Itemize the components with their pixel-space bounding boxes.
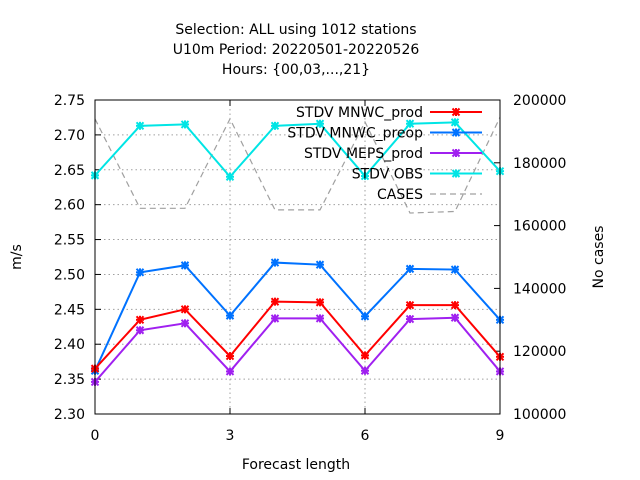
data-point-stdv-mnwc-prod <box>360 351 370 360</box>
legend-label-stdv-mnwc-preop: STDV MNWC_preop <box>287 126 423 142</box>
legend-marker-stdv-meps-prod <box>451 148 461 158</box>
y-tick-label: 2.60 <box>54 198 85 214</box>
y-tick-label: 2.65 <box>54 163 85 179</box>
x-tick-label: 3 <box>226 428 235 444</box>
legend-label-stdv-meps-prod: STDV MEPS_prod <box>304 146 423 162</box>
data-point-stdv-meps-prod <box>135 326 145 335</box>
data-point-stdv-obs <box>450 118 460 127</box>
legend-label-stdv-mnwc-prod: STDV MNWC_prod <box>296 105 423 121</box>
y-tick-label: 2.45 <box>54 302 85 318</box>
data-point-stdv-mnwc-prod <box>135 315 145 325</box>
y2-tick-label: 100000 <box>513 407 566 423</box>
data-point-stdv-obs <box>135 121 145 131</box>
data-point-stdv-mnwc-preop <box>180 261 190 270</box>
data-point-stdv-mnwc-prod <box>270 297 280 306</box>
chart-title: Selection: ALL using 1012 stations U10m … <box>173 22 420 78</box>
data-point-stdv-meps-prod <box>360 366 370 375</box>
data-point-stdv-mnwc-preop <box>405 264 415 274</box>
data-point-stdv-mnwc-preop <box>315 260 325 269</box>
y-axis-right: 100000 120000 140000 160000 180000 200000 <box>494 93 566 423</box>
data-point-stdv-mnwc-prod <box>225 351 235 361</box>
legend-marker-stdv-mnwc-prod <box>451 107 461 117</box>
data-point-stdv-mnwc-preop <box>450 265 460 274</box>
data-point-stdv-meps-prod <box>270 314 280 323</box>
plot-frame <box>94 99 501 415</box>
x-tick-label: 0 <box>91 428 100 444</box>
data-point-stdv-obs <box>405 119 415 128</box>
x-tick-label: 6 <box>361 428 370 444</box>
series-line-cases <box>94 117 501 214</box>
chart-title-line-3: Hours: {00,03,...,21} <box>222 62 370 78</box>
chart-title-line-2: U10m Period: 20220501-20220526 <box>173 42 420 58</box>
data-point-stdv-meps-prod <box>225 367 235 376</box>
data-point-stdv-mnwc-preop <box>225 311 235 320</box>
data-point-stdv-mnwc-prod <box>405 300 415 310</box>
y2-axis-label: No cases <box>591 226 607 289</box>
data-point-stdv-meps-prod <box>180 319 190 328</box>
legend-marker-stdv-mnwc-preop <box>451 128 461 137</box>
data-point-stdv-obs <box>180 120 190 129</box>
y-tick-label: 2.35 <box>54 372 85 388</box>
y-tick-label: 2.40 <box>54 337 85 353</box>
data-point-stdv-meps-prod <box>405 314 415 324</box>
data-point-stdv-obs <box>360 171 370 181</box>
series-line-stdv-mnwc-prod <box>94 300 501 370</box>
x-axis-label: Forecast length <box>242 457 350 473</box>
data-point-stdv-mnwc-prod <box>450 300 460 310</box>
y2-tick-label: 180000 <box>513 156 566 172</box>
x-axis: 0 3 6 9 <box>91 100 505 444</box>
y-axis-left: 2.30 2.35 2.40 2.45 2.50 2.55 2.60 2.65 2.70 2.75 <box>54 93 101 423</box>
legend-marker-stdv-obs <box>451 169 461 178</box>
data-point-stdv-meps-prod <box>450 313 460 322</box>
data-point-stdv-obs <box>225 172 235 181</box>
data-point-stdv-mnwc-prod <box>180 305 190 314</box>
y-tick-label: 2.55 <box>54 233 85 249</box>
y2-tick-label: 140000 <box>513 281 566 297</box>
data-point-stdv-mnwc-prod <box>315 298 325 307</box>
series-line-stdv-obs <box>94 121 501 179</box>
data-point-stdv-obs <box>270 121 280 131</box>
y-axis-label: m/s <box>9 244 25 270</box>
y-tick-label: 2.70 <box>54 128 85 144</box>
y-tick-label: 2.30 <box>54 407 85 423</box>
data-point-stdv-mnwc-preop <box>135 268 145 277</box>
y2-tick-label: 200000 <box>513 93 566 109</box>
chart-title-line-1: Selection: ALL using 1012 stations <box>175 22 416 38</box>
data-point-stdv-mnwc-preop <box>360 312 370 321</box>
y2-tick-label: 120000 <box>513 344 566 360</box>
series-line-stdv-mnwc-preop <box>94 261 501 372</box>
data-point-stdv-obs <box>315 119 325 128</box>
legend-label-cases: CASES <box>377 187 423 203</box>
grid <box>95 100 500 414</box>
y2-tick-label: 160000 <box>513 219 566 235</box>
legend: STDV MNWC_prod STDV MNWC_preop STDV MEPS_p… <box>287 105 482 203</box>
legend-label-stdv-obs: STDV OBS <box>352 167 423 183</box>
series-line-stdv-meps-prod <box>94 316 501 383</box>
x-tick-label: 9 <box>496 428 505 444</box>
y-tick-label: 2.75 <box>54 93 85 109</box>
y-tick-label: 2.50 <box>54 267 85 283</box>
data-point-stdv-meps-prod <box>315 314 325 323</box>
data-point-stdv-mnwc-preop <box>270 258 280 267</box>
series-layer <box>90 117 505 387</box>
